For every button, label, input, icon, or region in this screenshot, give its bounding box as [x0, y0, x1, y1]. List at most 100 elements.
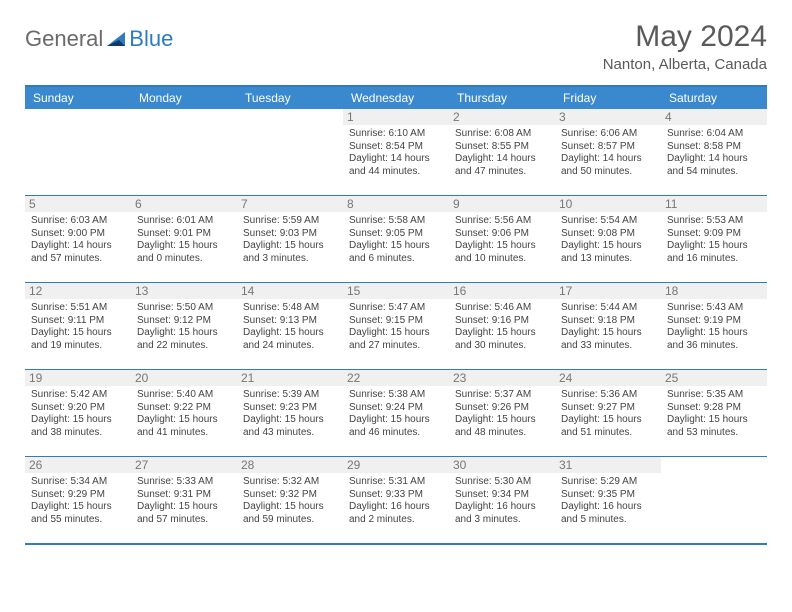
day-info: Sunrise: 5:43 AMSunset: 9:19 PMDaylight:…: [667, 302, 761, 352]
day-number: 18: [661, 283, 767, 299]
day-number: 14: [237, 283, 343, 299]
day-info: Sunrise: 5:35 AMSunset: 9:28 PMDaylight:…: [667, 389, 761, 439]
day-cell: 16Sunrise: 5:46 AMSunset: 9:16 PMDayligh…: [449, 283, 555, 369]
day-info: Sunrise: 5:59 AMSunset: 9:03 PMDaylight:…: [243, 215, 337, 265]
day-cell: [237, 109, 343, 195]
sunset-text: Sunset: 9:34 PM: [455, 489, 549, 502]
sunrise-text: Sunrise: 5:30 AM: [455, 476, 549, 489]
day-number: 1: [343, 109, 449, 125]
logo-text-general: General: [25, 26, 103, 52]
sunset-text: Sunset: 8:58 PM: [667, 141, 761, 154]
sunrise-text: Sunrise: 6:08 AM: [455, 128, 549, 141]
day-number: 15: [343, 283, 449, 299]
sunset-text: Sunset: 9:00 PM: [31, 228, 125, 241]
daylight-text: Daylight: 15 hours and 10 minutes.: [455, 240, 549, 265]
day-number: 5: [25, 196, 131, 212]
day-number: [237, 109, 343, 111]
daylight-text: Daylight: 15 hours and 51 minutes.: [561, 414, 655, 439]
day-header-row: SundayMondayTuesdayWednesdayThursdayFrid…: [25, 87, 767, 109]
day-cell: [131, 109, 237, 195]
day-number: 2: [449, 109, 555, 125]
day-number: 28: [237, 457, 343, 473]
daylight-text: Daylight: 15 hours and 6 minutes.: [349, 240, 443, 265]
day-cell: [661, 457, 767, 543]
logo: General Blue: [25, 26, 173, 52]
day-header: Monday: [131, 87, 237, 109]
day-cell: 3Sunrise: 6:06 AMSunset: 8:57 PMDaylight…: [555, 109, 661, 195]
daylight-text: Daylight: 15 hours and 33 minutes.: [561, 327, 655, 352]
day-info: Sunrise: 5:51 AMSunset: 9:11 PMDaylight:…: [31, 302, 125, 352]
sunrise-text: Sunrise: 5:43 AM: [667, 302, 761, 315]
day-info: Sunrise: 6:03 AMSunset: 9:00 PMDaylight:…: [31, 215, 125, 265]
day-info: Sunrise: 5:42 AMSunset: 9:20 PMDaylight:…: [31, 389, 125, 439]
sunset-text: Sunset: 9:33 PM: [349, 489, 443, 502]
day-number: 26: [25, 457, 131, 473]
sunrise-text: Sunrise: 5:42 AM: [31, 389, 125, 402]
week-row: 1Sunrise: 6:10 AMSunset: 8:54 PMDaylight…: [25, 109, 767, 195]
sunrise-text: Sunrise: 5:39 AM: [243, 389, 337, 402]
sunrise-text: Sunrise: 5:32 AM: [243, 476, 337, 489]
sunset-text: Sunset: 9:01 PM: [137, 228, 231, 241]
sunset-text: Sunset: 9:05 PM: [349, 228, 443, 241]
sunset-text: Sunset: 9:19 PM: [667, 315, 761, 328]
sunset-text: Sunset: 9:09 PM: [667, 228, 761, 241]
day-cell: 22 Sunrise: 5:38 AMSunset: 9:24 PMDayligh…: [343, 370, 449, 456]
week-row: 5 Sunrise: 6:03 AMSunset: 9:00 PMDaylight…: [25, 195, 767, 282]
day-header: Wednesday: [343, 87, 449, 109]
day-info: Sunrise: 5:40 AMSunset: 9:22 PMDaylight:…: [137, 389, 231, 439]
title-block: May 2024 Nanton, Alberta, Canada: [603, 20, 767, 73]
daylight-text: Daylight: 15 hours and 22 minutes.: [137, 327, 231, 352]
sunrise-text: Sunrise: 6:04 AM: [667, 128, 761, 141]
day-cell: 11Sunrise: 5:53 AMSunset: 9:09 PMDayligh…: [661, 196, 767, 282]
day-info: Sunrise: 5:56 AMSunset: 9:06 PMDaylight:…: [455, 215, 549, 265]
day-cell: 12 Sunrise: 5:51 AMSunset: 9:11 PMDayligh…: [25, 283, 131, 369]
daylight-text: Daylight: 15 hours and 46 minutes.: [349, 414, 443, 439]
day-header: Friday: [555, 87, 661, 109]
day-info: Sunrise: 5:58 AMSunset: 9:05 PMDaylight:…: [349, 215, 443, 265]
sunrise-text: Sunrise: 5:58 AM: [349, 215, 443, 228]
location: Nanton, Alberta, Canada: [603, 56, 767, 73]
day-number: 24: [555, 370, 661, 386]
day-info: Sunrise: 5:34 AMSunset: 9:29 PMDaylight:…: [31, 476, 125, 526]
sunrise-text: Sunrise: 5:31 AM: [349, 476, 443, 489]
day-cell: [25, 109, 131, 195]
day-number: 22: [343, 370, 449, 386]
sunrise-text: Sunrise: 6:01 AM: [137, 215, 231, 228]
day-header: Sunday: [25, 87, 131, 109]
day-number: 8: [343, 196, 449, 212]
sunrise-text: Sunrise: 5:46 AM: [455, 302, 549, 315]
sunset-text: Sunset: 9:03 PM: [243, 228, 337, 241]
sunset-text: Sunset: 9:31 PM: [137, 489, 231, 502]
sunset-text: Sunset: 9:32 PM: [243, 489, 337, 502]
day-number: 31: [555, 457, 661, 473]
daylight-text: Daylight: 15 hours and 30 minutes.: [455, 327, 549, 352]
sunset-text: Sunset: 9:08 PM: [561, 228, 655, 241]
sunrise-text: Sunrise: 5:38 AM: [349, 389, 443, 402]
day-number: 27: [131, 457, 237, 473]
daylight-text: Daylight: 15 hours and 43 minutes.: [243, 414, 337, 439]
day-cell: 10Sunrise: 5:54 AMSunset: 9:08 PMDayligh…: [555, 196, 661, 282]
day-cell: 29Sunrise: 5:31 AMSunset: 9:33 PMDayligh…: [343, 457, 449, 543]
day-number: 30: [449, 457, 555, 473]
day-cell: 24Sunrise: 5:36 AMSunset: 9:27 PMDayligh…: [555, 370, 661, 456]
daylight-text: Daylight: 16 hours and 5 minutes.: [561, 501, 655, 526]
sunset-text: Sunset: 9:24 PM: [349, 402, 443, 415]
day-info: Sunrise: 5:30 AMSunset: 9:34 PMDaylight:…: [455, 476, 549, 526]
month-title: May 2024: [603, 20, 767, 54]
daylight-text: Daylight: 15 hours and 19 minutes.: [31, 327, 125, 352]
weeks-container: 1Sunrise: 6:10 AMSunset: 8:54 PMDaylight…: [25, 109, 767, 543]
day-cell: 31Sunrise: 5:29 AMSunset: 9:35 PMDayligh…: [555, 457, 661, 543]
day-number: 25: [661, 370, 767, 386]
sunrise-text: Sunrise: 5:35 AM: [667, 389, 761, 402]
daylight-text: Daylight: 15 hours and 24 minutes.: [243, 327, 337, 352]
daylight-text: Daylight: 14 hours and 54 minutes.: [667, 153, 761, 178]
sunset-text: Sunset: 9:23 PM: [243, 402, 337, 415]
day-number: 12: [25, 283, 131, 299]
day-number: 17: [555, 283, 661, 299]
sunset-text: Sunset: 9:15 PM: [349, 315, 443, 328]
sunrise-text: Sunrise: 6:06 AM: [561, 128, 655, 141]
day-number: 9: [449, 196, 555, 212]
day-info: Sunrise: 5:31 AMSunset: 9:33 PMDaylight:…: [349, 476, 443, 526]
day-cell: 18 Sunrise: 5:43 AMSunset: 9:19 PMDayligh…: [661, 283, 767, 369]
day-number: 23: [449, 370, 555, 386]
